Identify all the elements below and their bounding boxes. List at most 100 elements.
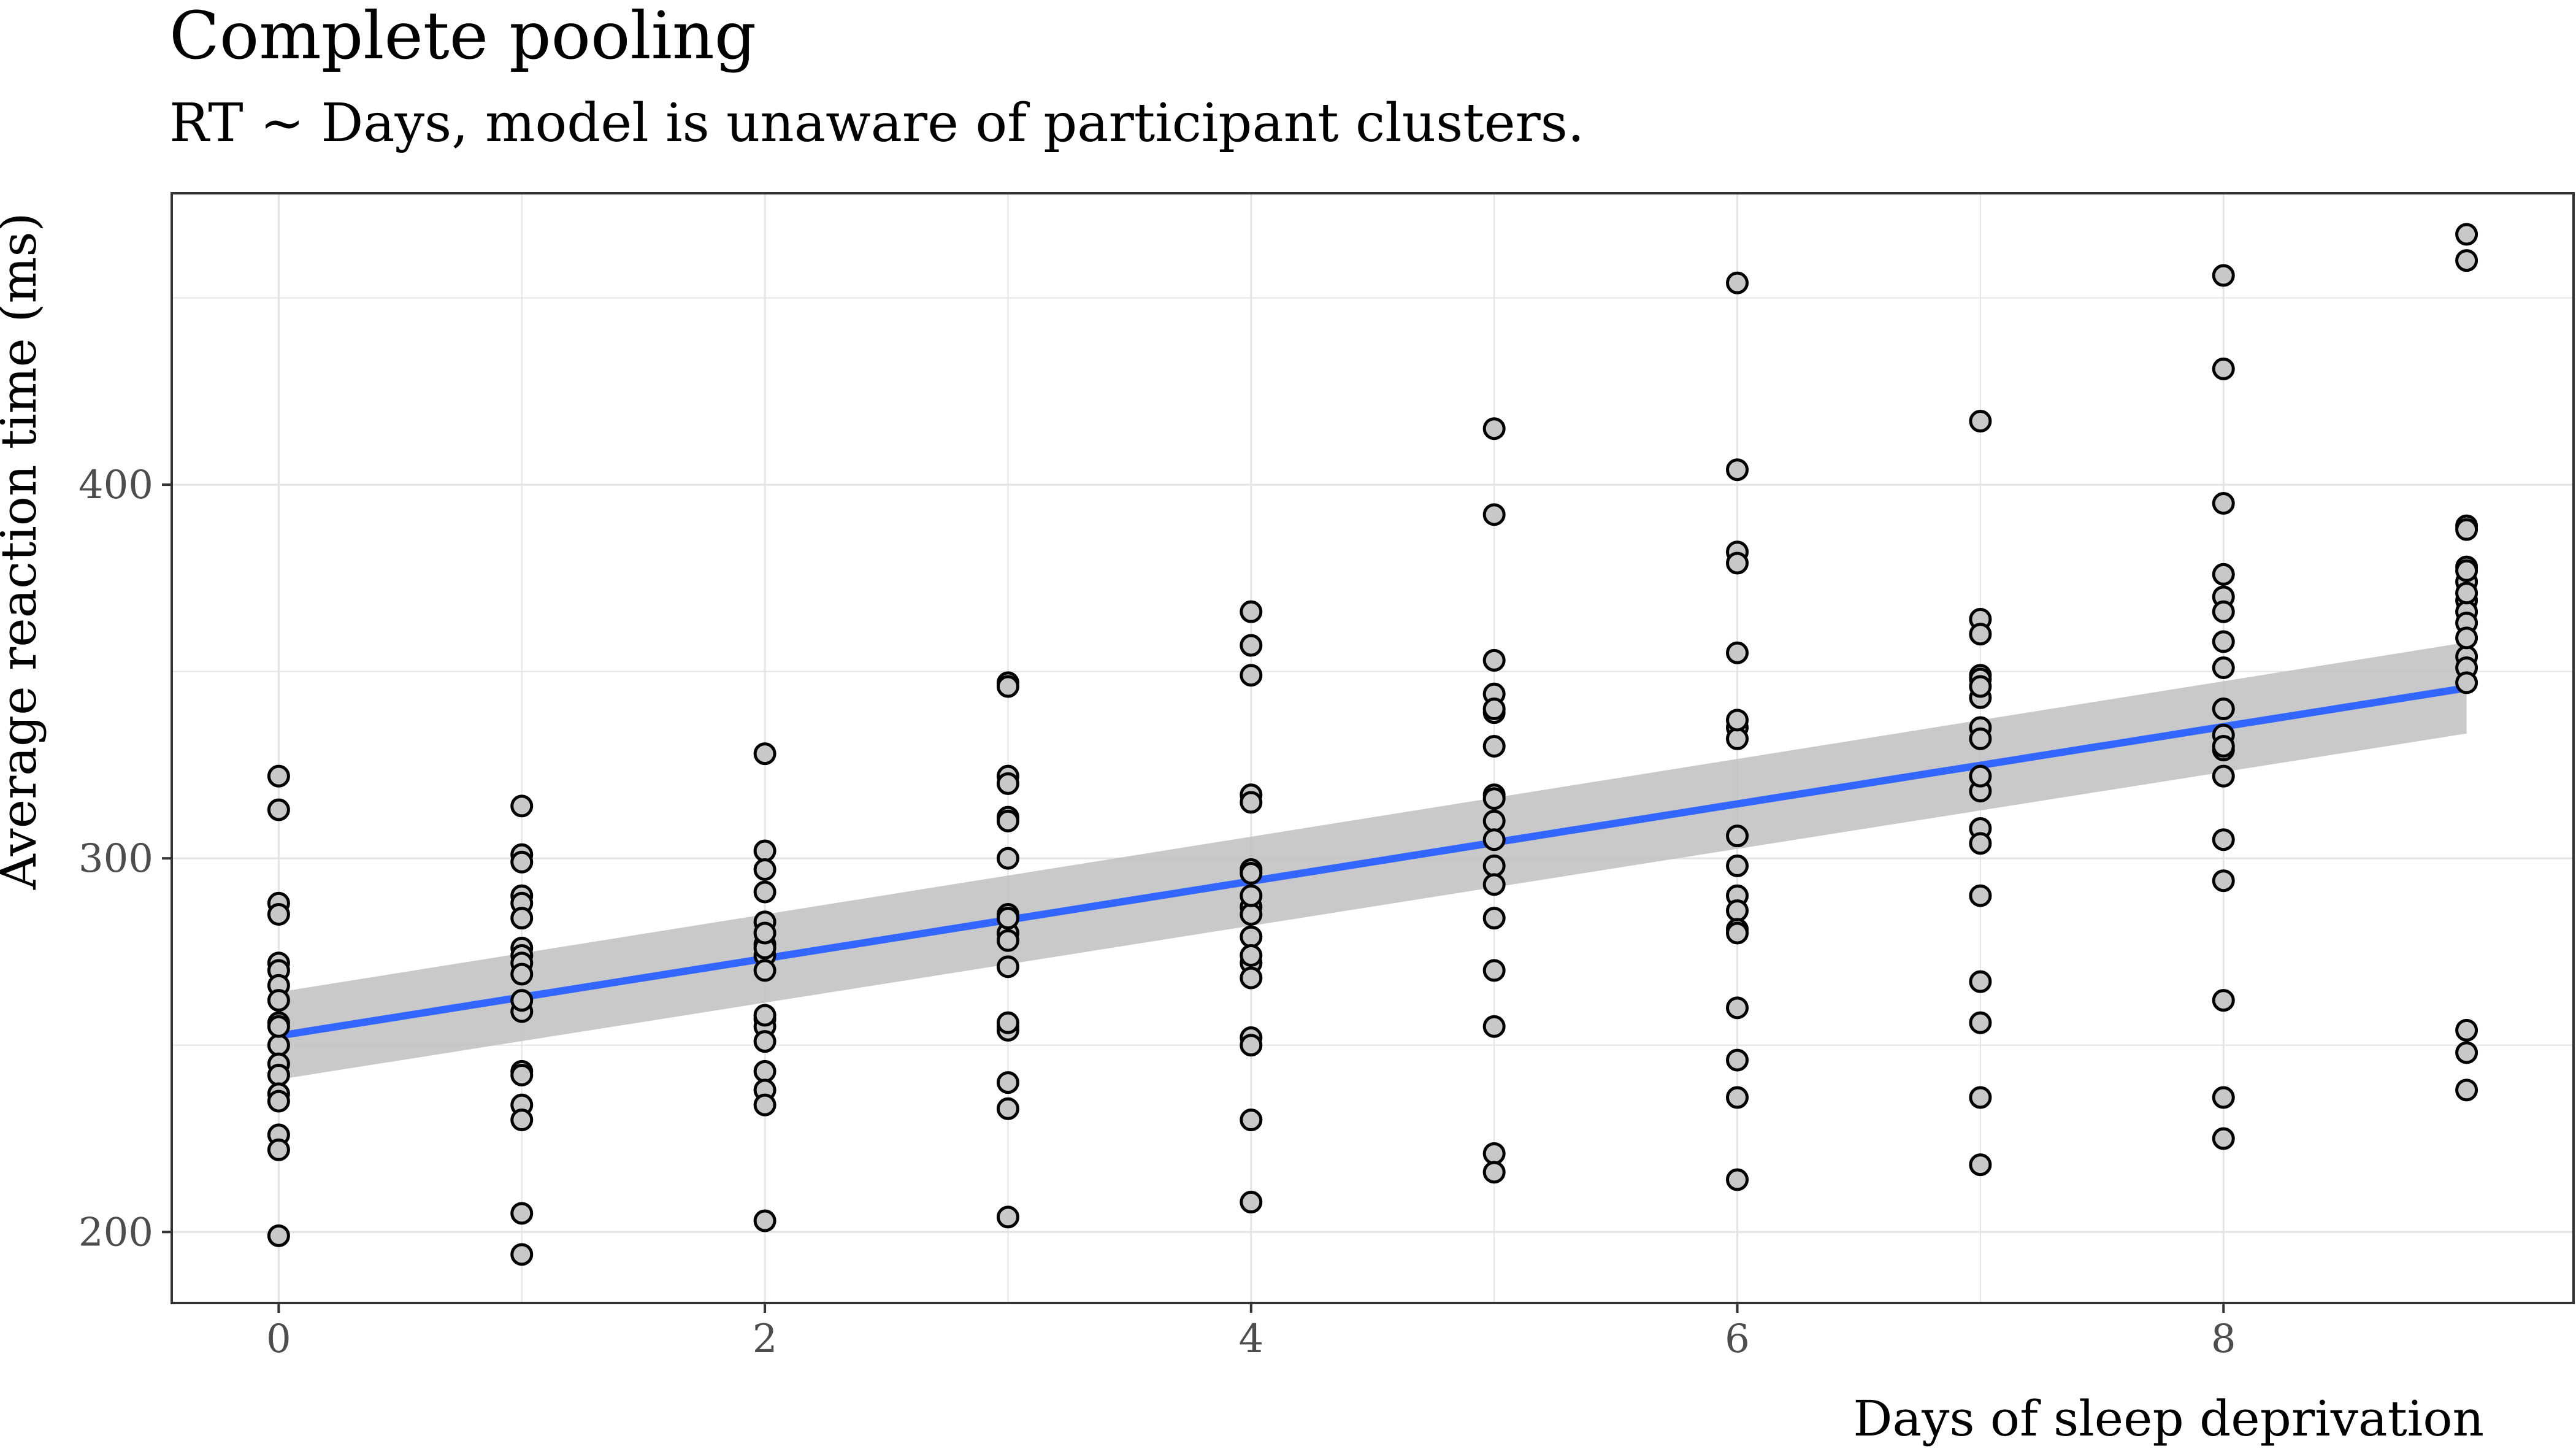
- data-point: [996, 1097, 1019, 1120]
- points-layer: [267, 223, 2478, 1266]
- data-point: [996, 675, 1019, 698]
- panel-border: [171, 192, 2575, 1304]
- data-point: [753, 1030, 776, 1053]
- data-point: [996, 907, 1019, 930]
- data-point: [1240, 944, 1263, 967]
- data-point: [1240, 1034, 1263, 1057]
- data-point: [996, 955, 1019, 978]
- data-point: [1726, 854, 1749, 877]
- data-point: [1482, 698, 1506, 721]
- data-point: [1482, 828, 1506, 851]
- data-point: [2212, 630, 2235, 653]
- data-point: [1240, 600, 1263, 623]
- x-tick-label: 2: [753, 1316, 778, 1362]
- data-point: [1969, 970, 1992, 993]
- data-point: [267, 1063, 290, 1086]
- data-point: [1726, 921, 1749, 945]
- data-point: [1482, 1161, 1506, 1184]
- data-point: [1726, 1168, 1749, 1191]
- fit-line-layer: [278, 684, 2467, 1040]
- data-point: [267, 1090, 290, 1113]
- data-point: [996, 929, 1019, 952]
- data-point: [996, 1071, 1019, 1094]
- data-point: [1482, 648, 1506, 672]
- data-point: [1482, 907, 1506, 930]
- data-point: [1482, 734, 1506, 758]
- fit-line: [278, 684, 2467, 1040]
- data-point: [510, 907, 534, 930]
- data-point: [753, 858, 776, 881]
- data-point: [1969, 675, 1992, 698]
- data-point: [1240, 634, 1263, 657]
- y-axis-title: Average reaction time (ms): [0, 212, 47, 890]
- data-point: [510, 963, 534, 986]
- data-point: [2212, 656, 2235, 680]
- data-point: [2212, 989, 2235, 1012]
- data-point: [267, 798, 290, 821]
- data-point: [753, 921, 776, 945]
- data-point: [996, 1011, 1019, 1034]
- data-point: [510, 1243, 534, 1266]
- data-point: [1240, 791, 1263, 814]
- data-point: [1726, 709, 1749, 732]
- data-point: [996, 772, 1019, 795]
- data-point: [2455, 249, 2478, 272]
- data-point: [267, 903, 290, 926]
- data-point: [753, 880, 776, 904]
- data-point: [753, 1059, 776, 1083]
- data-point: [1726, 271, 1749, 294]
- data-point: [753, 959, 776, 982]
- data-point: [1482, 503, 1506, 526]
- data-point: [1726, 552, 1749, 575]
- data-point: [1726, 824, 1749, 848]
- data-point: [2212, 734, 2235, 758]
- data-point: [1482, 417, 1506, 440]
- data-point: [1240, 903, 1263, 926]
- data-point: [2212, 357, 2235, 380]
- data-point: [1969, 727, 1992, 750]
- data-point: [2212, 264, 2235, 287]
- data-point: [2212, 1127, 2235, 1150]
- y-axis-ticks: 200 300 400: [79, 463, 172, 1255]
- x-tick-label: 0: [266, 1316, 291, 1362]
- y-tick-label: 400: [79, 463, 153, 508]
- data-point: [753, 742, 776, 766]
- data-point: [1969, 410, 1992, 433]
- data-point: [2212, 869, 2235, 893]
- data-point: [2455, 1018, 2478, 1042]
- data-point: [510, 1202, 534, 1225]
- data-point: [2455, 626, 2478, 650]
- data-point: [1482, 787, 1506, 810]
- data-point: [1240, 925, 1263, 948]
- data-point: [510, 989, 534, 1012]
- data-point: [2212, 828, 2235, 851]
- data-point: [1482, 1142, 1506, 1165]
- data-point: [1240, 664, 1263, 687]
- data-point: [1240, 1191, 1263, 1214]
- data-point: [2212, 600, 2235, 623]
- data-point: [1726, 899, 1749, 922]
- data-point: [2212, 1086, 2235, 1109]
- chart-subtitle: RT ~ Days, model is unaware of participa…: [169, 93, 1585, 154]
- x-axis-title: Days of sleep deprivation: [1853, 1390, 2484, 1447]
- data-point: [1726, 458, 1749, 482]
- data-point: [2212, 698, 2235, 721]
- data-point: [1482, 854, 1506, 877]
- data-point: [1969, 623, 1992, 646]
- chart-title: Complete pooling: [169, 0, 757, 74]
- x-axis-ticks: 0 2 4 6 8: [266, 1303, 2236, 1362]
- y-tick-label: 300: [79, 836, 153, 882]
- data-point: [2455, 582, 2478, 605]
- data-point: [510, 850, 534, 874]
- data-point: [2212, 563, 2235, 586]
- data-point: [753, 1093, 776, 1117]
- data-point: [996, 847, 1019, 870]
- data-point: [267, 1034, 290, 1057]
- data-point: [1482, 873, 1506, 896]
- data-point: [267, 1138, 290, 1161]
- data-point: [1240, 862, 1263, 885]
- data-point: [753, 839, 776, 863]
- data-point: [510, 1063, 534, 1086]
- data-point: [267, 989, 290, 1012]
